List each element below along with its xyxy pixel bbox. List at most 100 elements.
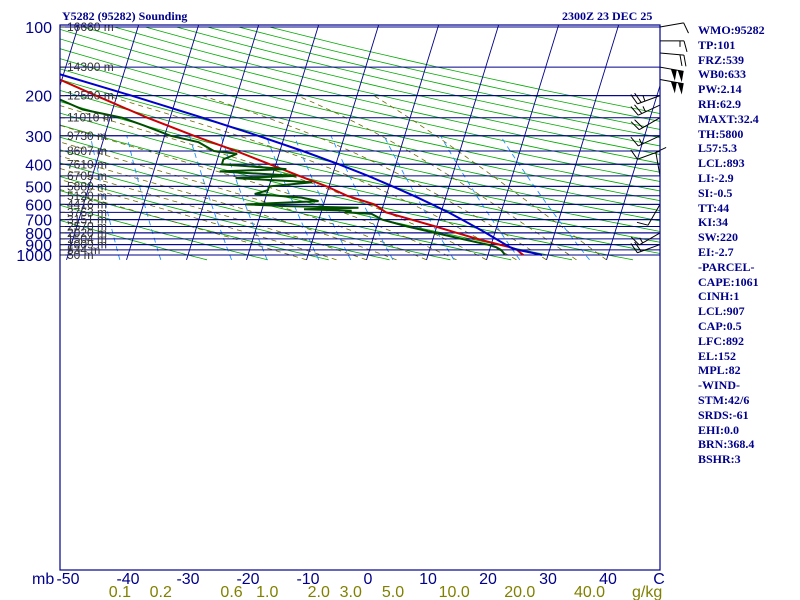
dry-adiabat (114, 26, 660, 155)
dry-adiabat (60, 112, 660, 254)
index-item: MAXT:32.4 (698, 111, 759, 126)
dewpoint-line (60, 98, 506, 256)
index-item: -WIND- (698, 378, 740, 393)
index-item: TP:101 (698, 37, 736, 52)
index-item: RH:62.9 (698, 96, 741, 111)
series-layer (60, 73, 543, 256)
wind-barb (630, 232, 661, 246)
height-level-label: 16660 m (67, 20, 114, 34)
wind-barb (630, 135, 661, 147)
index-item: WMO:95282 (698, 23, 765, 37)
dry-adiabat (60, 219, 208, 261)
dry-adiabat (60, 124, 633, 261)
temperature-tick-label: 20 (479, 571, 497, 588)
pressure-tick-label: 100 (25, 20, 52, 37)
index-item: -PARCEL- (698, 259, 755, 274)
wind-barb (659, 79, 684, 95)
isotherm (60, 25, 80, 88)
wind-barb (659, 66, 684, 83)
mixing-ratio-label: 0.1 (109, 584, 131, 600)
pressure-tick-label: 600 (25, 197, 52, 214)
wind-barb (630, 104, 661, 116)
wind-barb (659, 22, 689, 34)
index-item: WB0:633 (698, 67, 746, 82)
index-item: MPL:82 (698, 363, 741, 378)
wind-barb (636, 204, 661, 226)
index-item: CAP:0.5 (698, 318, 742, 333)
dry-adiabat (60, 162, 451, 261)
temperature-tick-label: -50 (56, 571, 79, 588)
temperature-tick-label: -30 (176, 571, 199, 588)
index-item: EHI:0.0 (698, 422, 740, 437)
dry-adiabat (82, 26, 660, 164)
mixing-ratio-line (293, 135, 352, 260)
index-item: EI:-2.7 (698, 244, 734, 259)
dry-adiabat (60, 190, 329, 261)
temperature-axis-unit: C (653, 571, 665, 588)
mixing-ratio-line (220, 135, 268, 260)
index-item: SRDS:-61 (698, 407, 749, 422)
height-level-label: 534 m (67, 243, 100, 257)
mixing-ratio-line (126, 135, 162, 260)
height-level-label: 1504 m (67, 232, 107, 246)
index-item: BSHR:3 (698, 452, 741, 467)
dry-adiabat (60, 204, 268, 261)
height-level-label: 5880 m (67, 179, 107, 193)
pressure-tick-label: 1000 (16, 248, 52, 265)
index-item: EL:152 (698, 348, 737, 363)
mixing-ratio-label: 2.0 (308, 584, 330, 600)
height-level-label: 6705 m (67, 169, 107, 183)
height-level-label: 12500 m (67, 89, 114, 103)
plot-frame (59, 24, 661, 571)
mixing-ratio-line (89, 135, 121, 260)
temperature-line (60, 78, 524, 256)
sounding-time: 2300Z 23 DEC 25 (562, 9, 653, 23)
temperature-tick-label: 10 (419, 571, 437, 588)
height-level-label: 7610 m (67, 157, 107, 171)
index-item: CINH:1 (698, 289, 740, 304)
wind-barb (630, 92, 661, 105)
index-item: PW:2.14 (698, 82, 742, 97)
height-level-label: 5120 m (67, 189, 107, 203)
indices-panel: WMO:95282 TP:101 FRZ:539 WB0:633 PW:2.14 RH:6… (698, 23, 765, 467)
mixing-ratio-label: 20.0 (504, 584, 535, 600)
pressure-tick-label: 500 (25, 179, 52, 196)
dry-adiabat (207, 26, 660, 130)
moist-adiabat (201, 95, 547, 261)
pressure-tick-label: 300 (25, 129, 52, 146)
moist-adiabat (60, 105, 487, 261)
grid-layer (60, 25, 660, 570)
index-item: STM:42/6 (698, 392, 750, 407)
pressure-tick-label: 900 (25, 238, 52, 255)
pressure-tick-label: 700 (25, 213, 52, 230)
index-item: FRZ:539 (698, 52, 744, 67)
mixing-ratio-line (265, 135, 320, 261)
height-level-label: 8607 m (67, 144, 107, 158)
index-item: BRN:368.4 (698, 437, 755, 452)
temperature-tick-label: 40 (599, 571, 617, 588)
moist-adiabat (60, 155, 397, 261)
dry-adiabat (60, 149, 512, 261)
temperature-tick-label: 30 (539, 571, 557, 588)
height-level-label: 3763 m (67, 205, 107, 219)
index-item: KI:34 (698, 215, 728, 230)
dry-adiabat (176, 26, 660, 138)
wind-barb (659, 52, 687, 67)
moist-adiabat (60, 141, 427, 261)
temperature-tick-label: 0 (364, 571, 373, 588)
height-level-label: 11010 m (67, 111, 113, 125)
moist-adiabat (297, 95, 577, 261)
mixing-ratio-label: 40.0 (574, 584, 605, 600)
pressure-tick-label: 800 (25, 226, 52, 243)
height-level-label: 14300 m (67, 60, 114, 74)
height-level-label: 2020 m (67, 226, 107, 240)
index-item: SI:-0.5 (698, 185, 733, 200)
moist-adiabat (60, 124, 457, 261)
index-item: TT:44 (698, 200, 730, 215)
index-item: TH:5800 (698, 126, 744, 141)
mixing-ratio-line (383, 135, 455, 261)
index-item: LCL:893 (698, 156, 745, 171)
height-level-label: 4416 m (67, 197, 107, 211)
